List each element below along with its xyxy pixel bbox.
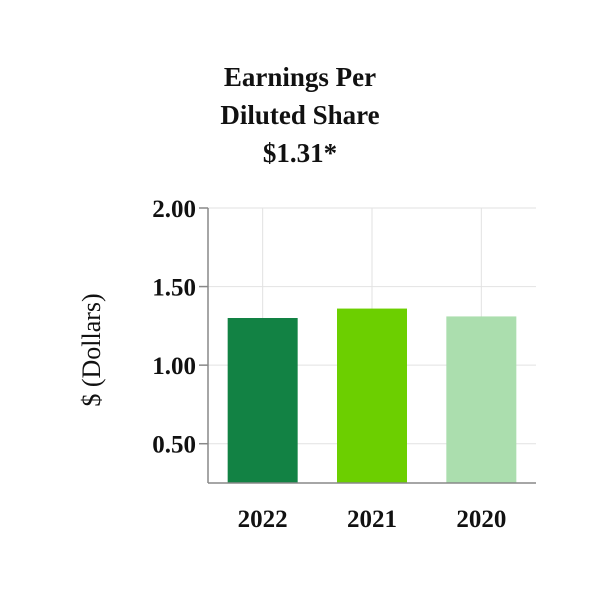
y-tick-label: 0.50 (152, 432, 196, 459)
x-tick-label: 2022 (238, 506, 288, 533)
x-tick-label: 2020 (456, 506, 506, 533)
chart-title-line-1: Earnings Per (223, 62, 377, 92)
bar-2020 (446, 316, 517, 483)
chart-title: Earnings Per Diluted Share $1.31* (0, 58, 600, 172)
y-tick-label: 1.00 (152, 353, 196, 380)
bar-2022 (227, 318, 298, 483)
chart-title-line-2: Diluted Share (220, 100, 380, 130)
y-tick-label: 1.50 (152, 275, 196, 302)
x-tick-label: 2021 (347, 506, 397, 533)
y-tick-label: 2.00 (152, 196, 196, 223)
bar-2021 (337, 308, 407, 483)
chart-title-line-3: $1.31* (262, 138, 338, 168)
